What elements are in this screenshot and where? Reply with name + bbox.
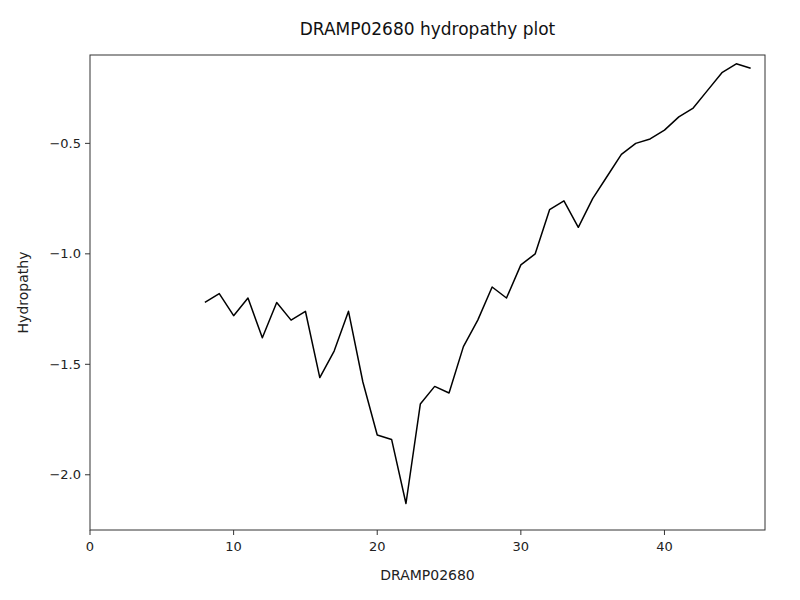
y-tick xyxy=(85,364,90,365)
data-line xyxy=(205,64,751,504)
x-tick xyxy=(233,530,234,535)
y-tick xyxy=(85,253,90,254)
y-tick-label: −1.0 xyxy=(49,246,81,261)
y-tick-label: −1.5 xyxy=(49,357,81,372)
x-tick-label: 10 xyxy=(225,539,242,554)
y-tick xyxy=(85,474,90,475)
x-tick xyxy=(520,530,521,535)
chart-container: 0 10 20 30 40 −2.0 −1.5 −1.0 −0.5 DRAMP02680 hydr… xyxy=(0,0,800,600)
plot-frame xyxy=(90,55,765,530)
y-tick-label: −2.0 xyxy=(49,467,81,482)
x-axis: 0 10 20 30 40 xyxy=(86,530,673,554)
series-group xyxy=(205,64,751,504)
chart-title: DRAMP02680 hydropathy plot xyxy=(300,19,556,39)
y-tick xyxy=(85,143,90,144)
x-tick xyxy=(90,530,91,535)
x-tick xyxy=(664,530,665,535)
y-axis: −2.0 −1.5 −1.0 −0.5 xyxy=(49,136,90,482)
x-tick-label: 20 xyxy=(369,539,386,554)
x-axis-label: DRAMP02680 xyxy=(380,567,475,583)
y-tick-label: −0.5 xyxy=(49,136,81,151)
y-axis-label: Hydropathy xyxy=(15,252,31,334)
x-tick-label: 40 xyxy=(656,539,673,554)
x-tick-label: 0 xyxy=(86,539,94,554)
x-tick-label: 30 xyxy=(513,539,530,554)
x-tick xyxy=(377,530,378,535)
chart-svg: 0 10 20 30 40 −2.0 −1.5 −1.0 −0.5 DRAMP02680 hydr… xyxy=(0,0,800,600)
